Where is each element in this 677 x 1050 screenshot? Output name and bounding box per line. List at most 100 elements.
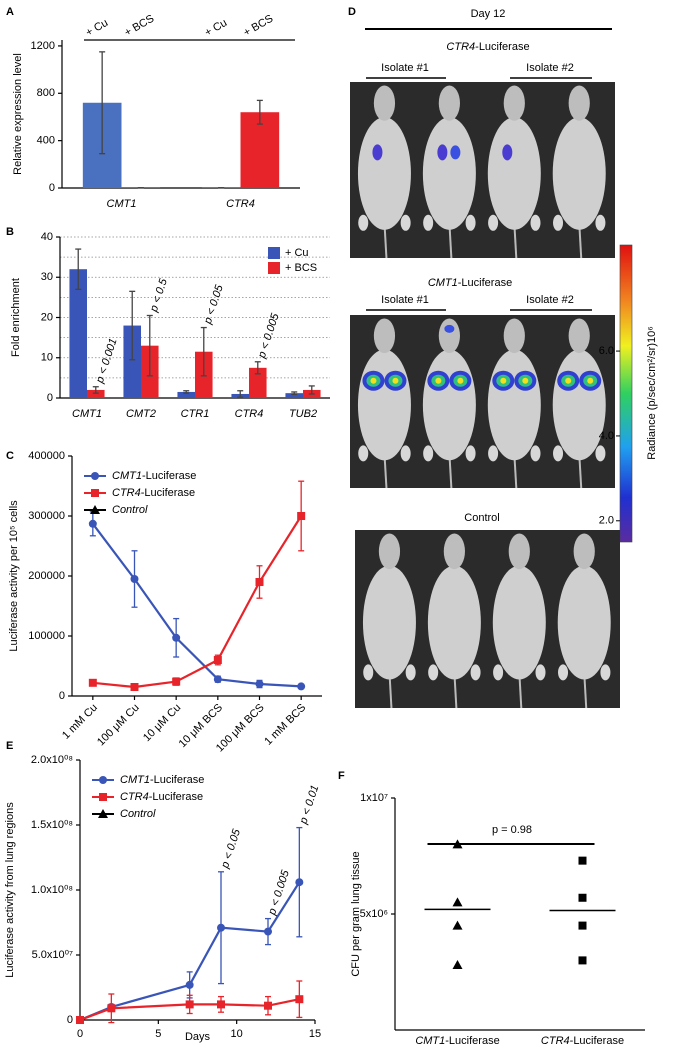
mouse-foot xyxy=(358,214,369,231)
legend-marker xyxy=(99,776,107,784)
mouse-body xyxy=(357,117,411,230)
annotation: p < 0.005 xyxy=(256,311,282,360)
bar xyxy=(249,367,267,398)
mouse-body xyxy=(487,349,541,461)
signal xyxy=(587,377,594,384)
point xyxy=(264,1001,272,1010)
legend-marker xyxy=(91,489,99,497)
y-tick-label: 1.0x10⁰⁸ xyxy=(31,884,73,896)
point xyxy=(172,633,181,642)
point xyxy=(295,995,304,1004)
series-line xyxy=(79,998,300,1022)
y-tick-label: 40 xyxy=(41,231,53,243)
y-tick-label: 20 xyxy=(41,311,53,323)
y-axis-label: Relative expression level xyxy=(12,53,24,175)
mouse-foot xyxy=(595,445,606,462)
x-tick-label: CMT1-Luciferase xyxy=(415,1035,499,1047)
series-label: + Cu xyxy=(203,17,229,39)
series-line xyxy=(92,515,303,689)
panel-letter: A xyxy=(6,6,14,18)
isolate-label: Isolate #2 xyxy=(526,62,574,74)
point xyxy=(185,980,194,989)
x-tick-label: CMT1 xyxy=(72,408,102,420)
mouse-foot xyxy=(465,214,476,231)
mouse-foot xyxy=(428,664,439,681)
mouse-body xyxy=(422,117,476,230)
group-title: CMT1-Luciferase xyxy=(428,277,512,289)
y-axis-label: Fold enrichment xyxy=(10,278,22,357)
mouse-head xyxy=(373,318,396,354)
y-tick-label: 1x10⁷ xyxy=(360,792,388,804)
point xyxy=(217,923,225,932)
mouse-body xyxy=(357,349,411,461)
legend-marker xyxy=(91,472,99,480)
legend-label: Control xyxy=(120,808,156,820)
signal xyxy=(372,144,383,161)
mouse-foot xyxy=(363,664,374,681)
point xyxy=(452,897,463,907)
legend-marker xyxy=(99,793,107,801)
bar xyxy=(177,391,195,398)
mouse-foot xyxy=(558,664,569,681)
point xyxy=(578,893,587,902)
bar xyxy=(123,325,141,398)
y-axis-label: Luciferase activity from lung regions xyxy=(4,802,16,978)
isolate-label: Isolate #1 xyxy=(381,62,429,74)
point xyxy=(264,927,272,936)
mouse-foot xyxy=(423,214,434,231)
mouse-body xyxy=(552,349,606,461)
y-axis-label: Luciferase activity per 10⁵ cells xyxy=(8,500,20,652)
signal xyxy=(502,144,513,161)
x-tick-label: CMT2 xyxy=(126,408,156,420)
point xyxy=(130,683,139,691)
mouse-foot xyxy=(535,664,546,681)
x-tick-label: CTR4-Luciferase xyxy=(541,1035,624,1047)
mouse-body xyxy=(552,117,606,230)
signal xyxy=(500,377,507,384)
point xyxy=(172,677,181,686)
mouse-foot xyxy=(553,214,564,231)
mouse-foot xyxy=(600,664,611,681)
y-tick-label: 800 xyxy=(37,87,55,99)
mouse-body xyxy=(422,349,476,461)
point xyxy=(88,678,97,687)
point xyxy=(88,519,97,528)
x-tick-label: 1 mM BCS xyxy=(262,702,308,748)
x-tick-label: 5 xyxy=(155,1028,161,1040)
x-tick-label: CTR4 xyxy=(235,408,264,420)
y-tick-label: 30 xyxy=(41,271,53,283)
mouse-foot xyxy=(470,664,481,681)
point xyxy=(297,512,306,520)
point xyxy=(578,921,587,930)
mouse-head xyxy=(443,533,465,570)
legend-label: Control xyxy=(112,504,148,516)
colorbar-tick-label: 4.0 xyxy=(599,430,614,442)
annotation: p < 0.01 xyxy=(297,784,321,827)
y-tick-label: 300000 xyxy=(28,510,65,522)
series-line xyxy=(91,523,302,688)
point xyxy=(255,578,264,586)
annotation: p < 0.5 xyxy=(148,276,170,314)
signal xyxy=(435,377,442,384)
legend-label: + BCS xyxy=(285,262,317,274)
signal xyxy=(370,377,377,384)
x-tick-label: 10 μM Cu xyxy=(141,702,183,744)
point xyxy=(452,920,463,930)
panel-letter: B xyxy=(6,226,14,238)
panel-letter: C xyxy=(6,450,14,462)
mouse-head xyxy=(503,85,525,121)
y-tick-label: 1.5x10⁰⁸ xyxy=(31,819,73,831)
colorbar-tick-label: 6.0 xyxy=(599,345,614,357)
point xyxy=(130,575,139,583)
point xyxy=(255,680,264,688)
annotation: p < 0.001 xyxy=(94,337,120,386)
mouse-head xyxy=(503,318,525,354)
isolate-label: Isolate #1 xyxy=(381,294,429,306)
bar xyxy=(240,112,280,188)
x-tick-label: 1 mM Cu xyxy=(60,702,100,742)
y-tick-label: 5x10⁶ xyxy=(360,908,388,920)
mouse-foot xyxy=(530,445,541,462)
x-tick-label: CMT1 xyxy=(107,198,137,210)
point xyxy=(213,675,222,684)
